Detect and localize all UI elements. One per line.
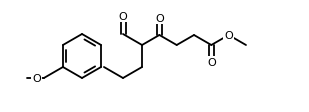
Text: O: O: [207, 57, 216, 67]
Text: O: O: [119, 12, 127, 22]
Text: O: O: [155, 14, 164, 24]
Text: O: O: [32, 73, 41, 83]
Text: O: O: [224, 31, 233, 41]
